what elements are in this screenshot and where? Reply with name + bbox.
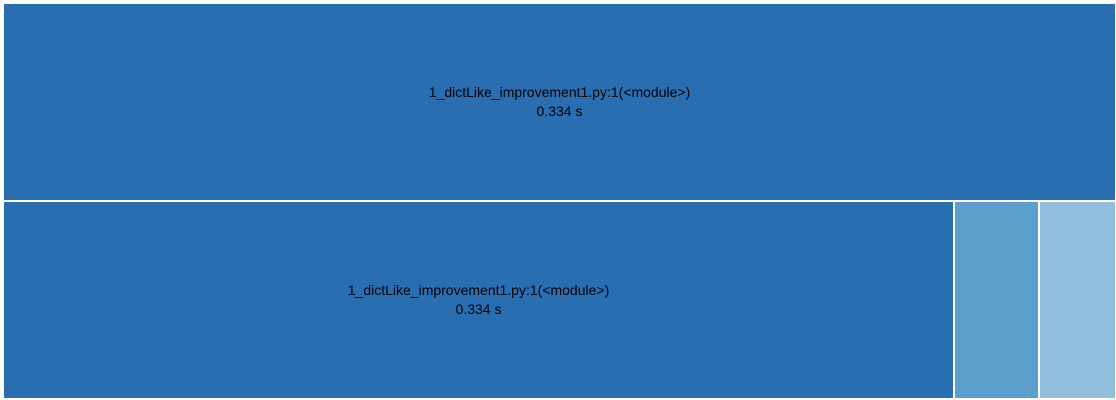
icicle-node-child-module-label: 1_dictLike_improvement1.py:1(<module>) 0… (4, 281, 953, 319)
icicle-node-child-secondary[interactable] (955, 202, 1038, 398)
icicle-node-child-module-name: 1_dictLike_improvement1.py:1(<module>) (347, 282, 610, 298)
icicle-node-child-module[interactable]: 1_dictLike_improvement1.py:1(<module>) 0… (4, 202, 953, 398)
icicle-node-root[interactable]: 1_dictLike_improvement1.py:1(<module>) 0… (4, 4, 1115, 200)
icicle-node-root-name: 1_dictLike_improvement1.py:1(<module>) (428, 84, 691, 100)
icicle-node-child-module-time: 0.334 s (455, 301, 502, 317)
icicle-node-child-tertiary[interactable] (1040, 202, 1115, 398)
icicle-node-root-time: 0.334 s (536, 103, 583, 119)
icicle-node-root-label: 1_dictLike_improvement1.py:1(<module>) 0… (4, 83, 1115, 121)
